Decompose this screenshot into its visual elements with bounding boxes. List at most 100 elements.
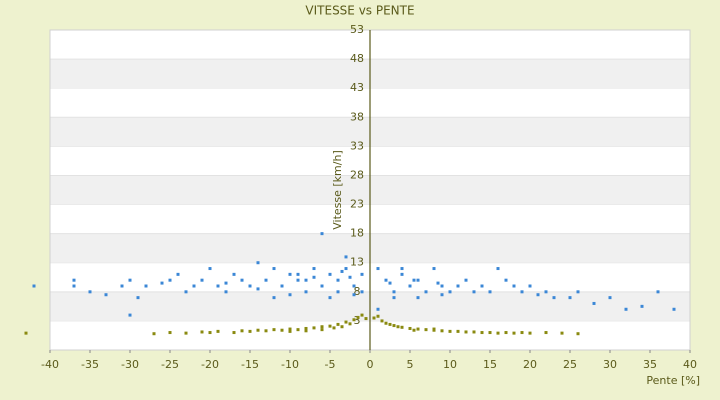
point: [328, 324, 332, 328]
point: [224, 290, 228, 294]
point: [592, 301, 596, 305]
point: [320, 328, 324, 332]
point: [416, 296, 420, 300]
point: [388, 322, 392, 326]
x-tick-label: 15: [483, 358, 497, 371]
point: [520, 290, 524, 294]
point: [232, 272, 236, 276]
point: [344, 320, 348, 324]
point: [512, 331, 516, 335]
point: [328, 296, 332, 300]
point: [436, 281, 440, 285]
point: [528, 331, 532, 335]
y-tick-label: 53: [350, 23, 364, 36]
point: [568, 296, 572, 300]
point: [336, 290, 340, 294]
point: [360, 272, 364, 276]
point: [424, 328, 428, 332]
x-tick-label: 5: [407, 358, 414, 371]
point: [272, 296, 276, 300]
y-tick-label: 48: [350, 52, 364, 65]
point: [128, 278, 132, 282]
point: [408, 326, 412, 330]
point: [504, 278, 508, 282]
point: [264, 278, 268, 282]
point: [336, 322, 340, 326]
x-tick-label: 0: [367, 358, 374, 371]
point: [136, 296, 140, 300]
point: [72, 278, 76, 282]
point: [200, 278, 204, 282]
point: [320, 325, 324, 329]
x-tick-label: -40: [41, 358, 59, 371]
point: [168, 278, 172, 282]
point: [448, 290, 452, 294]
point: [416, 327, 420, 331]
point: [256, 287, 260, 291]
point: [288, 329, 292, 333]
point: [480, 284, 484, 288]
point: [104, 293, 108, 297]
point: [528, 284, 532, 288]
point: [392, 324, 396, 328]
point: [372, 316, 376, 320]
point: [552, 296, 556, 300]
point: [176, 272, 180, 276]
point: [504, 331, 508, 335]
point: [344, 255, 348, 259]
y-tick-label: 23: [350, 198, 364, 211]
point: [272, 267, 276, 271]
point: [624, 307, 628, 311]
x-tick-label: 10: [443, 358, 457, 371]
point: [344, 267, 348, 271]
point: [384, 321, 388, 325]
point: [200, 330, 204, 334]
point: [184, 331, 188, 335]
point: [184, 290, 188, 294]
point: [352, 293, 356, 297]
point: [480, 331, 484, 335]
point: [208, 331, 212, 335]
point: [544, 290, 548, 294]
chart-title: VITESSE vs PENTE: [305, 4, 414, 18]
point: [408, 284, 412, 288]
point: [24, 331, 28, 335]
point: [248, 284, 252, 288]
x-tick-label: -35: [81, 358, 99, 371]
point: [128, 313, 132, 317]
point: [488, 331, 492, 335]
point: [440, 329, 444, 333]
point: [352, 318, 356, 322]
point: [152, 332, 156, 336]
point: [456, 284, 460, 288]
point: [360, 290, 364, 294]
point: [312, 267, 316, 271]
point: [520, 331, 524, 335]
point: [400, 267, 404, 271]
point: [168, 331, 172, 335]
point: [364, 317, 368, 321]
point: [232, 331, 236, 335]
point: [608, 296, 612, 300]
x-axis-label: Pente [%]: [646, 374, 700, 387]
x-tick-label: 40: [683, 358, 697, 371]
point: [412, 278, 416, 282]
point: [288, 293, 292, 297]
point: [640, 304, 644, 308]
point: [576, 290, 580, 294]
point: [384, 278, 388, 282]
point: [296, 272, 300, 276]
x-tick-label: -25: [161, 358, 179, 371]
y-tick-label: 33: [350, 139, 364, 152]
point: [656, 290, 660, 294]
point: [376, 307, 380, 311]
x-tick-label: -20: [201, 358, 219, 371]
point: [332, 326, 336, 330]
point: [576, 332, 580, 336]
point: [488, 290, 492, 294]
point: [280, 328, 284, 332]
point: [440, 284, 444, 288]
point: [32, 284, 36, 288]
point: [208, 267, 212, 271]
point: [496, 331, 500, 335]
